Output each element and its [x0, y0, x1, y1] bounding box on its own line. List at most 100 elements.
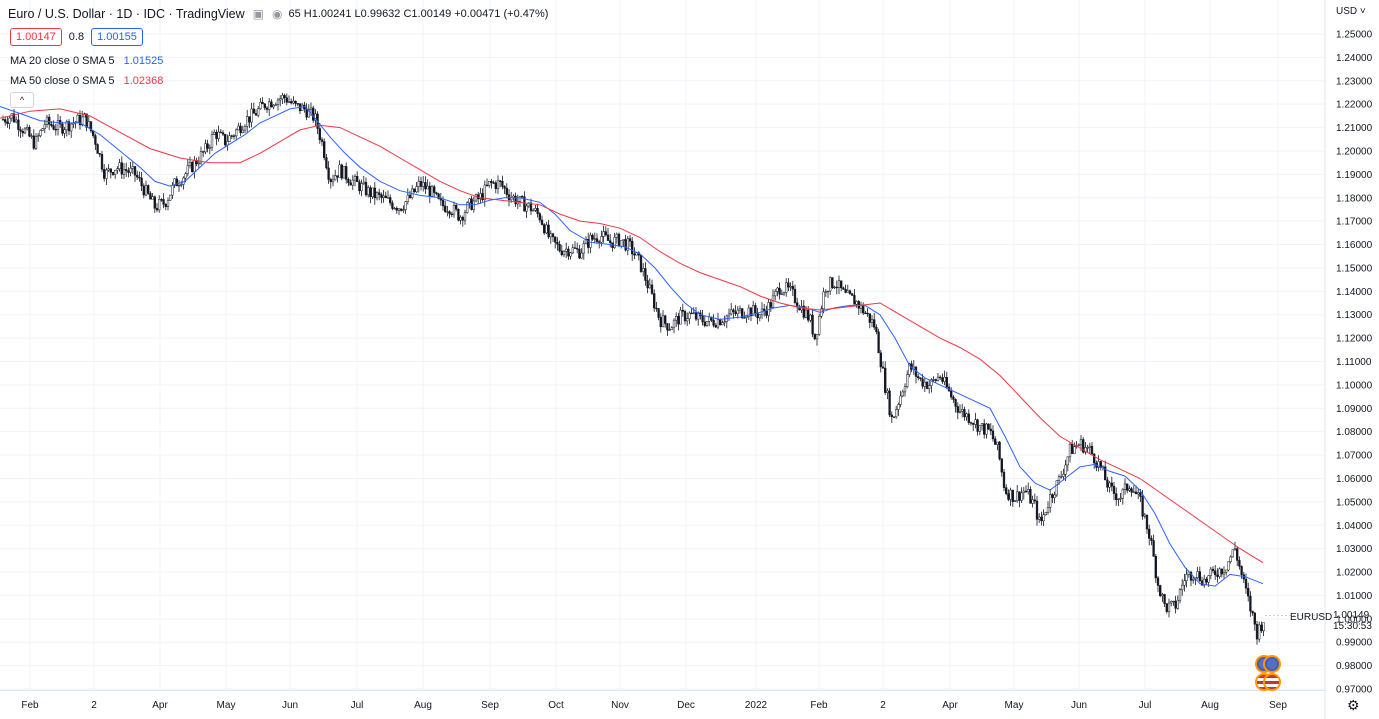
candle-body	[197, 162, 200, 165]
buy-price-button[interactable]: 1.00155	[91, 28, 143, 46]
candle-body	[776, 287, 779, 292]
candle-body	[17, 119, 20, 130]
candle-body	[406, 194, 409, 202]
candle-body	[961, 409, 964, 412]
candle-body	[107, 168, 110, 171]
candle-body	[133, 166, 137, 176]
candle-body	[338, 164, 341, 178]
candle-body	[89, 121, 93, 132]
candle-body	[1172, 600, 1175, 603]
sell-price-button[interactable]: 1.00147	[10, 28, 62, 46]
candle-body	[98, 153, 101, 155]
candle-body	[780, 293, 783, 296]
candle-body	[219, 131, 222, 134]
candle-body	[633, 253, 636, 256]
candle-body	[349, 182, 352, 186]
time-tick-label: Jul	[351, 700, 364, 711]
candle-body	[650, 284, 654, 294]
price-axis[interactable]: 1.25000 1.24000 1.23000 1.22000 1.21000 1.200…	[1336, 30, 1373, 696]
candle-body	[835, 286, 838, 289]
candle-body	[404, 201, 407, 210]
candle-body	[1062, 473, 1065, 477]
ma20-value: 1.01525	[123, 55, 164, 67]
candle-body	[996, 441, 999, 445]
collapse-legend-button[interactable]: ^	[10, 92, 34, 108]
us-flag-icon[interactable]	[1263, 673, 1281, 691]
time-tick-label: Jul	[1139, 700, 1152, 711]
price-tick-label: 1.19000	[1336, 170, 1373, 181]
symbol-title[interactable]: Euro / U.S. Dollar · 1D · IDC · TradingV…	[8, 7, 245, 21]
candle-body	[400, 208, 403, 211]
candle-body	[593, 238, 596, 240]
candle-body	[424, 182, 427, 190]
candle-body	[870, 319, 874, 323]
candle-body	[580, 252, 583, 259]
candle-body	[655, 307, 658, 310]
candle-body	[1238, 560, 1241, 567]
candle-body	[782, 292, 786, 295]
candle-body	[1009, 489, 1012, 500]
candle-body	[413, 188, 416, 193]
candle-body	[556, 242, 559, 245]
candle-body	[160, 199, 163, 201]
candle-body	[745, 316, 748, 318]
currency-dropdown[interactable]: USD ˅	[1336, 6, 1366, 17]
candle-body	[558, 244, 561, 252]
candle-body	[448, 211, 451, 215]
candle-body	[560, 250, 563, 256]
candle-body	[129, 168, 132, 173]
candle-body	[184, 173, 187, 179]
gear-icon[interactable]: ⚙	[1347, 697, 1360, 713]
candle-body	[1233, 548, 1237, 551]
ma20-legend[interactable]: MA 20 close 0 SMA 5 1.01525	[10, 55, 163, 67]
candle-body	[532, 210, 535, 212]
candle-body	[127, 170, 130, 173]
price-tick-label: 1.07000	[1336, 451, 1373, 462]
candle-body	[615, 233, 618, 238]
candle-body	[791, 285, 794, 290]
candle-body	[721, 322, 724, 326]
candle-body	[470, 198, 473, 210]
candle-body	[734, 311, 737, 315]
candle-body	[1214, 570, 1217, 576]
candle-body	[485, 184, 489, 187]
candle-body	[1013, 500, 1017, 503]
candle-body	[367, 187, 370, 196]
candle-body	[422, 182, 425, 187]
candle-body	[103, 169, 106, 179]
candle-body	[754, 305, 757, 314]
candle-body	[503, 186, 506, 189]
candle-body	[857, 301, 860, 309]
candle-body	[807, 309, 810, 321]
candle-body	[1181, 584, 1184, 591]
candle-body	[1258, 624, 1261, 640]
candle-body	[1053, 494, 1056, 498]
candle-body	[12, 113, 16, 123]
time-axis[interactable]: Feb 2 Apr May Jun Jul Aug Sep Oct Nov Dec 2022 Feb 2 A…	[21, 700, 1287, 711]
ma50-legend[interactable]: MA 50 close 0 SMA 5 1.02368	[10, 75, 163, 87]
candle-body	[217, 131, 220, 139]
candle-body	[305, 108, 308, 118]
candle-body	[873, 319, 876, 328]
price-tick-label: 1.18000	[1336, 193, 1373, 204]
eu-flag-icon[interactable]	[1263, 655, 1281, 673]
candle-body	[1018, 491, 1021, 501]
hide-square-icon[interactable]: ▣	[252, 7, 264, 21]
candle-body	[1020, 492, 1023, 501]
candle-body	[166, 200, 170, 208]
candle-body	[246, 116, 249, 127]
candle-body	[188, 161, 192, 166]
chevron-down-icon: ˅	[1359, 6, 1366, 17]
candle-body	[930, 379, 933, 386]
eye-icon[interactable]: ◉	[272, 7, 283, 21]
candle-body	[351, 179, 354, 186]
candle-body	[331, 179, 335, 183]
candle-body	[901, 391, 904, 397]
price-tick-label: 1.10000	[1336, 380, 1373, 391]
candle-body	[1185, 574, 1188, 581]
candle-body	[844, 289, 847, 293]
candle-body	[1189, 571, 1193, 581]
candle-body	[1255, 624, 1259, 640]
candle-body	[714, 325, 717, 328]
